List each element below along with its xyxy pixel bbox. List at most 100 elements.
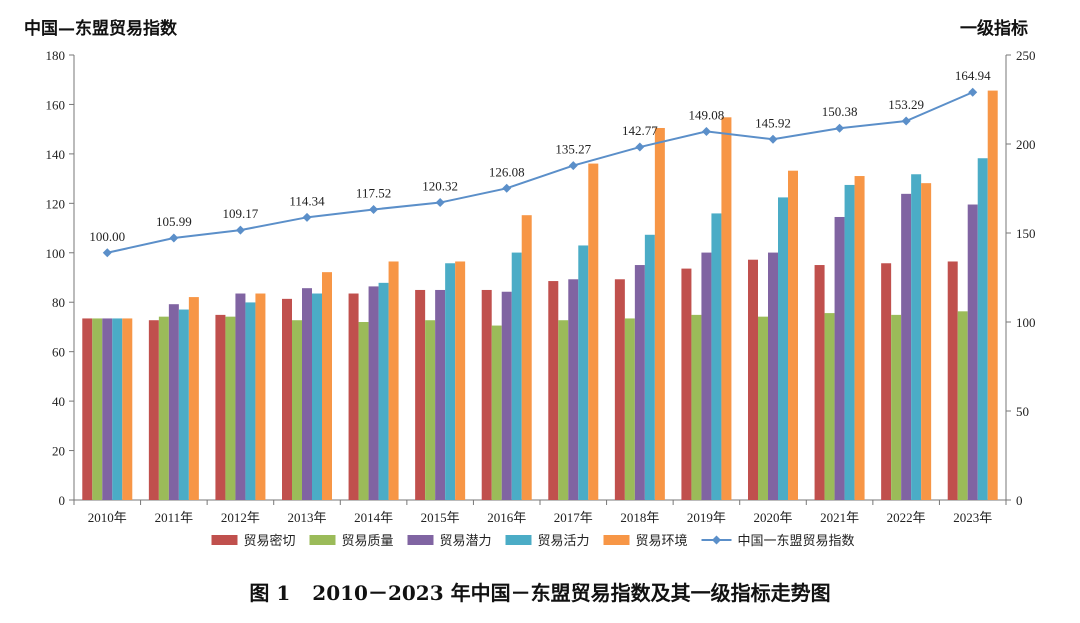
index-point [435,198,445,208]
index-data-label: 117.52 [356,185,391,200]
index-point [169,233,179,243]
bar-贸易质量 [358,322,369,500]
bar-贸易活力 [644,234,655,500]
index-data-label: 114.34 [289,193,325,208]
bar-贸易活力 [245,302,256,500]
bar-贸易活力 [112,318,123,500]
right-tick-label: 50 [1016,404,1029,419]
bar-贸易环境 [255,293,266,500]
index-point [302,212,312,222]
x-tick-label: 2011年 [155,510,194,525]
x-tick-label: 2022年 [887,510,926,525]
index-data-label: 142.77 [622,123,658,138]
bar-贸易环境 [987,90,998,500]
left-tick-label: 80 [52,295,65,310]
bar-贸易密切 [947,261,958,500]
left-tick-label: 0 [59,493,66,508]
bar-贸易质量 [758,316,768,500]
bar-贸易质量 [691,314,702,500]
bar-贸易活力 [778,197,788,500]
bar-贸易密切 [881,263,892,500]
bar-贸易环境 [388,261,399,500]
x-tick-label: 2014年 [354,510,393,525]
bar-贸易活力 [378,282,389,500]
bar-贸易潜力 [834,216,845,501]
bar-贸易潜力 [235,293,246,500]
bar-贸易潜力 [967,204,978,500]
bar-贸易密切 [282,298,292,500]
bar-贸易活力 [178,309,189,500]
legend-label: 贸易环境 [636,534,688,549]
bar-贸易环境 [455,261,466,500]
index-data-label: 153.29 [888,97,924,112]
bar-贸易活力 [977,158,988,501]
bar-贸易密切 [148,320,159,500]
bar-贸易潜力 [501,291,512,500]
index-point [901,116,911,126]
legend-label: 贸易密切 [244,533,296,549]
index-point [102,248,112,258]
figure-caption: 图 1 2010－2023 年中国－东盟贸易指数及其一级指标走势图 [0,577,1080,606]
bar-贸易质量 [425,320,436,500]
bar-贸易潜力 [768,252,778,500]
left-tick-label: 140 [46,147,66,162]
bar-贸易质量 [957,311,968,500]
bar-贸易环境 [721,117,732,501]
index-point [768,134,778,144]
bar-贸易密切 [748,259,758,500]
index-data-label: 135.27 [555,142,591,157]
right-tick-label: 0 [1016,493,1023,508]
bar-贸易潜力 [701,252,712,500]
x-tick-label: 2013年 [287,510,326,525]
trade-index-chart: 0 20 40 60 80 100 120 140 160 180 0 50 100 150 200 250 2… [46,48,1036,549]
x-tick-label: 2010年 [88,510,127,525]
bar-贸易活力 [711,213,722,501]
bar-贸易潜力 [568,279,579,500]
index-data-label: 105.99 [156,214,192,229]
x-tick-label: 2017年 [554,510,593,525]
legend-label: 中国一东盟贸易指数 [738,534,855,549]
bar-贸易环境 [122,318,133,500]
bar-贸易质量 [558,320,569,500]
bar-贸易潜力 [102,318,113,500]
x-tick-label: 2018年 [620,510,659,525]
bar-贸易质量 [824,313,835,500]
bar-贸易质量 [92,318,103,500]
x-tick-label: 2015年 [421,510,460,525]
legend-line-marker [712,535,721,545]
x-tick-label: 2012年 [221,510,260,525]
bar-贸易密切 [415,289,426,500]
left-tick-label: 120 [46,196,66,211]
index-point [835,123,845,133]
bar-贸易质量 [491,325,502,500]
bar-贸易密切 [481,289,492,500]
index-data-label: 120.32 [422,179,458,194]
x-tick-label: 2016年 [487,510,526,525]
left-tick-label: 60 [52,345,65,360]
left-tick-label: 100 [46,246,66,261]
legend-swatch [211,535,238,545]
x-tick-label: 2019年 [687,510,726,525]
index-data-label: 149.08 [689,107,725,122]
right-tick-label: 150 [1016,226,1036,241]
legend-swatch [309,535,336,545]
bar-贸易活力 [312,293,322,500]
bar-贸易密切 [348,293,359,500]
index-line [107,91,974,254]
x-tick-label: 2020年 [753,510,792,525]
right-axis-title: 一级指标 [960,19,1028,39]
left-tick-label: 160 [46,97,66,112]
bar-贸易密切 [614,279,625,500]
bar-贸易潜力 [302,288,312,500]
bar-贸易活力 [844,184,855,500]
index-data-label: 100.00 [89,229,125,244]
index-point [701,126,711,136]
bar-贸易质量 [624,318,635,500]
index-point [568,161,578,171]
bar-贸易密切 [215,314,226,500]
bar-贸易质量 [292,320,302,500]
index-point [235,225,245,235]
left-tick-label: 40 [52,394,65,409]
bar-贸易环境 [588,163,599,500]
bar-贸易潜力 [435,289,446,500]
